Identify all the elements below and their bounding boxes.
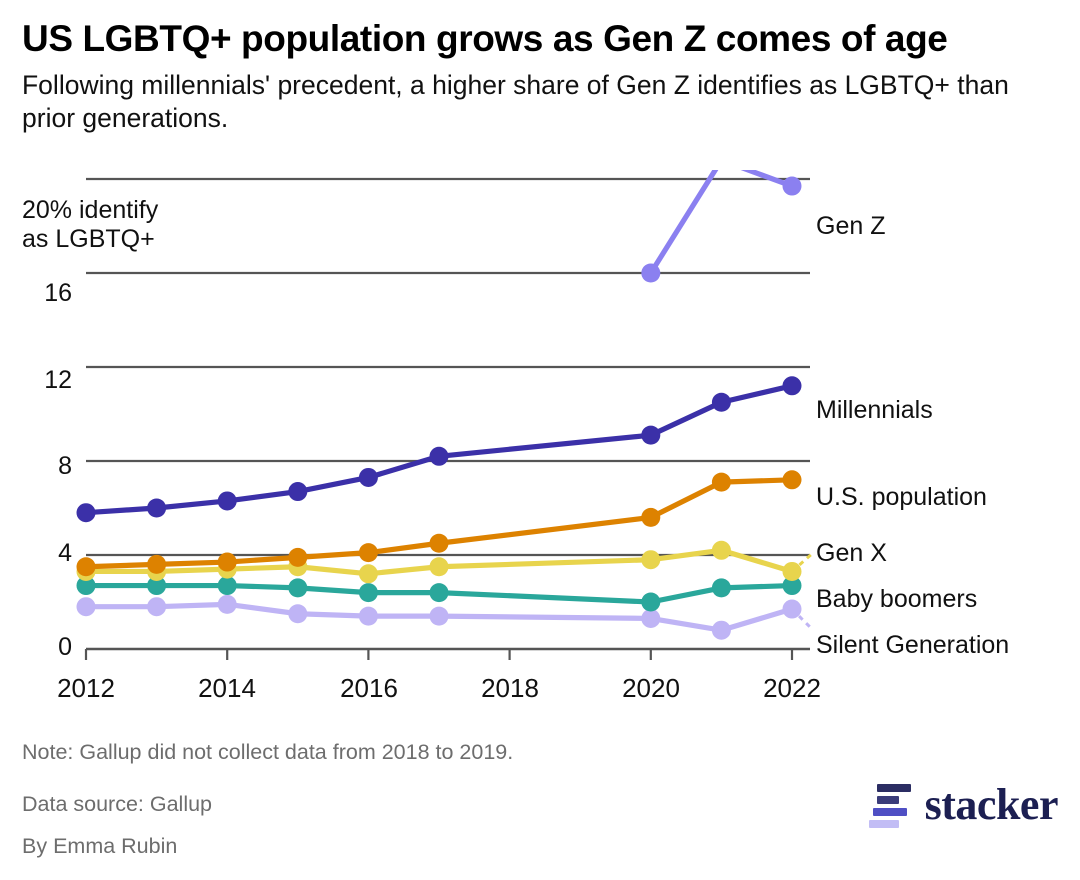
byline: By Emma Rubin bbox=[22, 833, 178, 858]
y-tick-16: 16 bbox=[44, 279, 72, 307]
point-2013 bbox=[147, 498, 167, 518]
point-2017 bbox=[429, 583, 449, 603]
series-u-s-population bbox=[76, 470, 802, 577]
point-2017 bbox=[429, 557, 449, 577]
point-2022 bbox=[782, 176, 802, 196]
point-2012 bbox=[76, 597, 96, 617]
point-2021 bbox=[711, 392, 731, 412]
x-tick-2020: 2020 bbox=[622, 673, 680, 703]
point-2014 bbox=[217, 491, 237, 511]
stacker-logo: stacker bbox=[868, 780, 1059, 829]
point-2013 bbox=[147, 554, 167, 574]
x-tick-2018: 2018 bbox=[481, 673, 539, 703]
point-2016 bbox=[358, 606, 378, 626]
chart-container: 20% identify as LGBTQ+ 16 12 8 4 0 2012 … bbox=[0, 170, 1080, 710]
point-2013 bbox=[147, 576, 167, 596]
point-2016 bbox=[358, 583, 378, 603]
point-2016 bbox=[358, 543, 378, 563]
point-2020 bbox=[641, 263, 661, 283]
series-label-baby-boomers: Baby boomers bbox=[816, 585, 978, 613]
stacker-bars-icon bbox=[868, 782, 911, 828]
point-2013 bbox=[147, 597, 167, 617]
line-chart-plot bbox=[76, 170, 814, 660]
series-millennials bbox=[76, 376, 802, 523]
point-2021 bbox=[711, 578, 731, 598]
series-gen-z bbox=[641, 170, 802, 283]
point-2017 bbox=[429, 606, 449, 626]
series-label-us-population: U.S. population bbox=[816, 483, 987, 511]
point-2016 bbox=[358, 564, 378, 584]
point-2014 bbox=[217, 552, 237, 572]
page-title: US LGBTQ+ population grows as Gen Z come… bbox=[22, 18, 948, 59]
point-2020 bbox=[641, 592, 661, 612]
y-tick-4: 4 bbox=[58, 539, 72, 567]
point-2021 bbox=[711, 472, 731, 492]
point-2014 bbox=[217, 594, 237, 614]
point-2012 bbox=[76, 576, 96, 596]
series-label-millennials: Millennials bbox=[816, 396, 933, 424]
chart-note: Note: Gallup did not collect data from 2… bbox=[22, 740, 514, 764]
point-2020 bbox=[641, 550, 661, 570]
x-tick-2022: 2022 bbox=[763, 673, 821, 703]
header: US LGBTQ+ population grows as Gen Z come… bbox=[22, 18, 1062, 134]
point-2017 bbox=[429, 533, 449, 553]
series-label-gen-x: Gen X bbox=[816, 539, 887, 567]
point-2020 bbox=[641, 425, 661, 445]
point-2012 bbox=[76, 557, 96, 577]
series-label-gen-z: Gen Z bbox=[816, 212, 886, 240]
y-axis-title-line1: 20% identify bbox=[22, 196, 159, 224]
point-2015 bbox=[288, 578, 308, 598]
point-2020 bbox=[641, 608, 661, 628]
point-2021 bbox=[711, 620, 731, 640]
series-baby-boomers bbox=[76, 576, 802, 612]
series-silent-generation bbox=[76, 594, 802, 640]
leader-silent-generation bbox=[790, 607, 814, 631]
point-2020 bbox=[641, 507, 661, 527]
x-tick-2016: 2016 bbox=[340, 673, 398, 703]
x-tick-2012: 2012 bbox=[57, 673, 115, 703]
page-subtitle: Following millennials' precedent, a high… bbox=[22, 70, 1009, 133]
point-2022 bbox=[782, 576, 802, 596]
point-2015 bbox=[288, 604, 308, 624]
y-tick-0: 0 bbox=[58, 633, 72, 661]
data-source: Data source: Gallup bbox=[22, 791, 213, 816]
stacker-wordmark: stacker bbox=[924, 780, 1059, 829]
point-2015 bbox=[288, 547, 308, 567]
x-tick-2014: 2014 bbox=[198, 673, 256, 703]
y-tick-12: 12 bbox=[44, 366, 72, 394]
point-2022 bbox=[782, 376, 802, 396]
point-2022 bbox=[782, 470, 802, 490]
y-axis-ticks: 16 12 8 4 0 bbox=[0, 170, 72, 710]
point-2012 bbox=[76, 503, 96, 523]
point-2015 bbox=[288, 482, 308, 502]
point-2016 bbox=[358, 467, 378, 487]
series-label-silent-generation: Silent Generation bbox=[816, 631, 1010, 659]
leader-gen-x bbox=[791, 552, 813, 573]
footer: Note: Gallup did not collect data from 2… bbox=[22, 740, 1058, 859]
point-2021 bbox=[711, 540, 731, 560]
y-axis-title: 20% identify as LGBTQ+ bbox=[22, 196, 262, 255]
point-2014 bbox=[217, 576, 237, 596]
y-tick-8: 8 bbox=[58, 452, 72, 480]
y-axis-title-line2: as LGBTQ+ bbox=[22, 225, 155, 254]
point-2017 bbox=[429, 446, 449, 466]
